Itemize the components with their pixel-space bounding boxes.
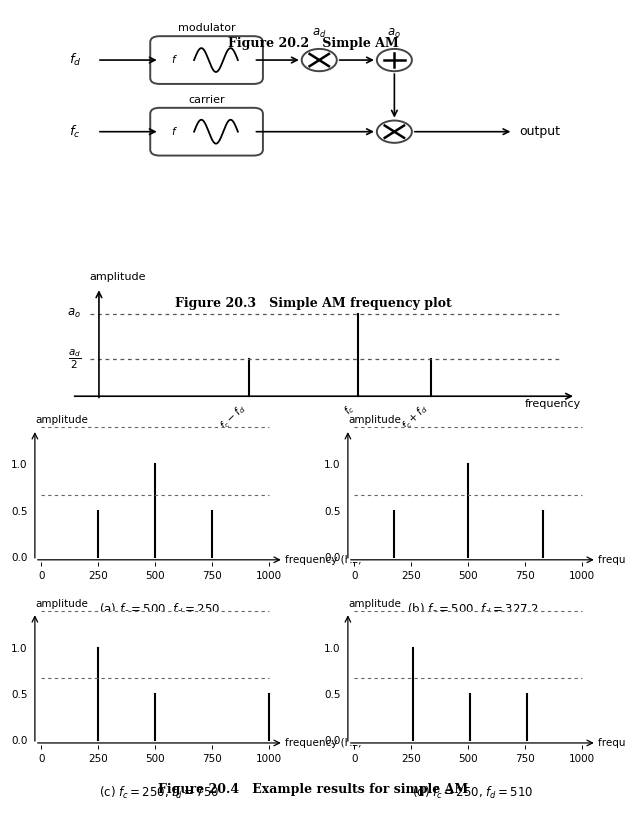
Text: (b) $f_c = 500$, $f_d = 327.2$: (b) $f_c = 500$, $f_d = 327.2$ [407,602,538,618]
Text: amplitude: amplitude [348,415,401,426]
Text: frequency (Hz): frequency (Hz) [285,555,362,565]
Text: amplitude: amplitude [35,598,88,609]
Text: amplitude: amplitude [90,273,146,282]
Circle shape [302,49,337,71]
Text: Figure 20.4   Example results for simple AM: Figure 20.4 Example results for simple A… [158,783,468,796]
Text: $f_d$: $f_d$ [69,52,81,68]
Text: $a_d$: $a_d$ [312,27,327,40]
Text: Figure 20.2   Simple AM: Figure 20.2 Simple AM [228,37,398,50]
Text: $f_c - f_d$: $f_c - f_d$ [217,401,249,433]
FancyBboxPatch shape [150,107,263,155]
Text: f: f [171,127,175,137]
Text: (a) $f_c = 500$, $f_d = 250$: (a) $f_c = 500$, $f_d = 250$ [99,602,220,618]
Text: $a_o$: $a_o$ [387,27,401,40]
Text: $f_c$: $f_c$ [69,124,81,140]
Text: frequency (Hz): frequency (Hz) [598,555,626,565]
Text: $f_c + f_d$: $f_c + f_d$ [399,401,431,433]
Text: $f_c$: $f_c$ [341,401,358,418]
Circle shape [377,120,412,142]
Text: (c) $f_c = 250$, $f_d = 750$: (c) $f_c = 250$, $f_d = 750$ [100,785,220,801]
Text: frequency: frequency [524,399,580,409]
Text: frequency (Hz): frequency (Hz) [285,738,362,748]
FancyBboxPatch shape [150,36,263,84]
Text: amplitude: amplitude [35,415,88,426]
Text: $a_o$: $a_o$ [67,307,81,321]
Text: output: output [520,125,560,138]
Text: modulator: modulator [178,24,235,33]
Text: f: f [171,55,175,65]
Text: (d) $f_c = 250$, $f_d = 510$: (d) $f_c = 250$, $f_d = 510$ [412,785,533,801]
Text: carrier: carrier [188,95,225,105]
Text: $\dfrac{a_d}{2}$: $\dfrac{a_d}{2}$ [68,348,81,370]
Text: amplitude: amplitude [348,598,401,609]
Text: Figure 20.3   Simple AM frequency plot: Figure 20.3 Simple AM frequency plot [175,297,451,310]
Text: frequency (Hz): frequency (Hz) [598,738,626,748]
Circle shape [377,49,412,71]
